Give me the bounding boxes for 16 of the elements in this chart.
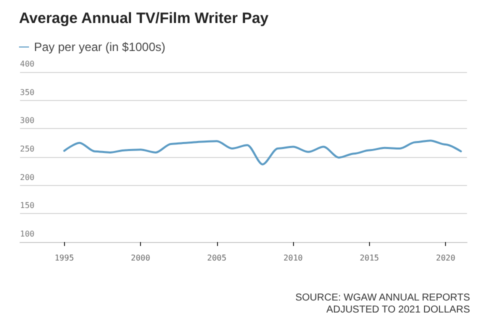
source-note: SOURCE: WGAW ANNUAL REPORTS ADJUSTED TO 2021 DOLLARS (295, 292, 470, 316)
y-tick-label: 350 (20, 88, 35, 97)
x-tick-label: 2010 (283, 254, 303, 262)
x-tick-label: 2020 (436, 254, 456, 262)
x-tick-label: 2015 (360, 254, 380, 262)
y-tick-label: 250 (20, 144, 35, 154)
x-tick-label: 2000 (130, 254, 150, 262)
y-tick-label: 300 (20, 116, 35, 126)
x-tick-label: 2005 (207, 254, 227, 262)
y-tick-label: 150 (20, 201, 35, 210)
x-tick-label: 1995 (54, 254, 74, 262)
y-tick-label: 100 (20, 230, 35, 238)
legend-label: Pay per year (in $1000s) (34, 40, 166, 54)
y-tick-label: 400 (20, 60, 35, 68)
y-tick-label: 200 (20, 172, 35, 182)
chart-title: Average Annual TV/Film Writer Pay (19, 10, 270, 27)
